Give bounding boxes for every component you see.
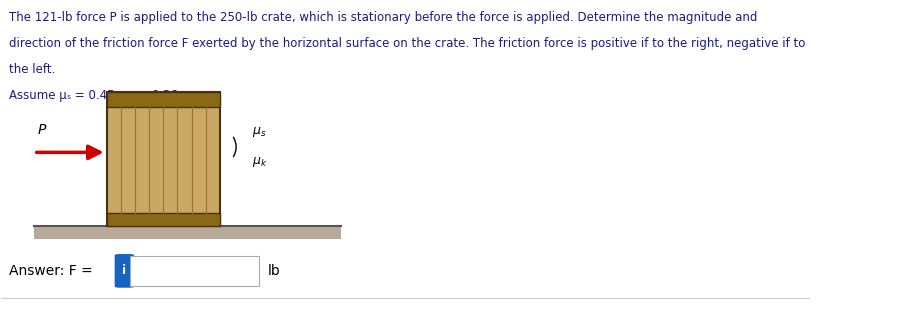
Text: lb: lb	[268, 264, 280, 278]
Bar	[34, 226, 341, 239]
Text: $\mu_k$: $\mu_k$	[252, 155, 268, 169]
Bar	[106, 92, 220, 226]
Text: $\mu_s$: $\mu_s$	[252, 125, 267, 139]
Text: P: P	[37, 123, 46, 137]
Bar	[106, 213, 220, 226]
FancyBboxPatch shape	[130, 256, 259, 286]
Bar	[106, 92, 220, 107]
Text: Assume μₛ = 0.45, μₖ = 0.36.: Assume μₛ = 0.45, μₖ = 0.36.	[9, 89, 182, 102]
Text: i: i	[122, 265, 126, 277]
Text: direction of the friction force F exerted by the horizontal surface on the crate: direction of the friction force F exerte…	[9, 36, 806, 50]
Text: The 121-lb force P is applied to the 250-lb crate, which is stationary before th: The 121-lb force P is applied to the 250…	[9, 11, 758, 23]
Text: Answer: F =: Answer: F =	[9, 264, 97, 278]
FancyBboxPatch shape	[115, 254, 134, 288]
Text: the left.: the left.	[9, 63, 56, 76]
